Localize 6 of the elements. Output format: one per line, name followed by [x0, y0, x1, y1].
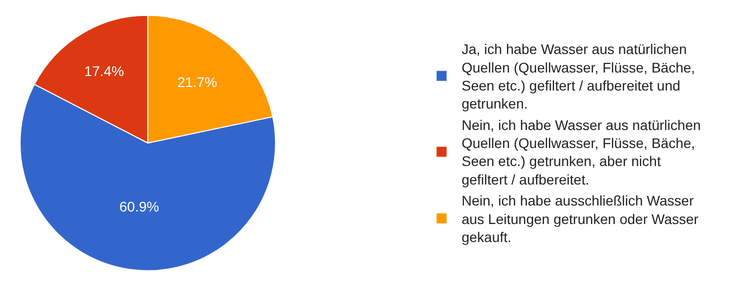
data-label: 17.4%: [84, 63, 124, 80]
data-label: 60.9%: [119, 198, 160, 214]
legend-label: Nein, ich habe ausschließlich Wasser aus Leitungen getrunken oder Wasser gekauft.: [462, 192, 699, 246]
data-label: 21.7%: [177, 74, 218, 90]
legend-label: Nein, ich habe Wasser aus natürlichen Quellen (Quellwasser, Flüsse, Bäche, Seen etc.) getrunken, aber nicht gefiltert / aufbereitet.: [462, 116, 701, 188]
legend-label: Ja, ich habe Wasser aus natürlichen Quellen (Quellwasser, Flüsse, Bäche, Seen etc.) gefiltert / aufbereitet und getrunken.: [462, 41, 696, 112]
